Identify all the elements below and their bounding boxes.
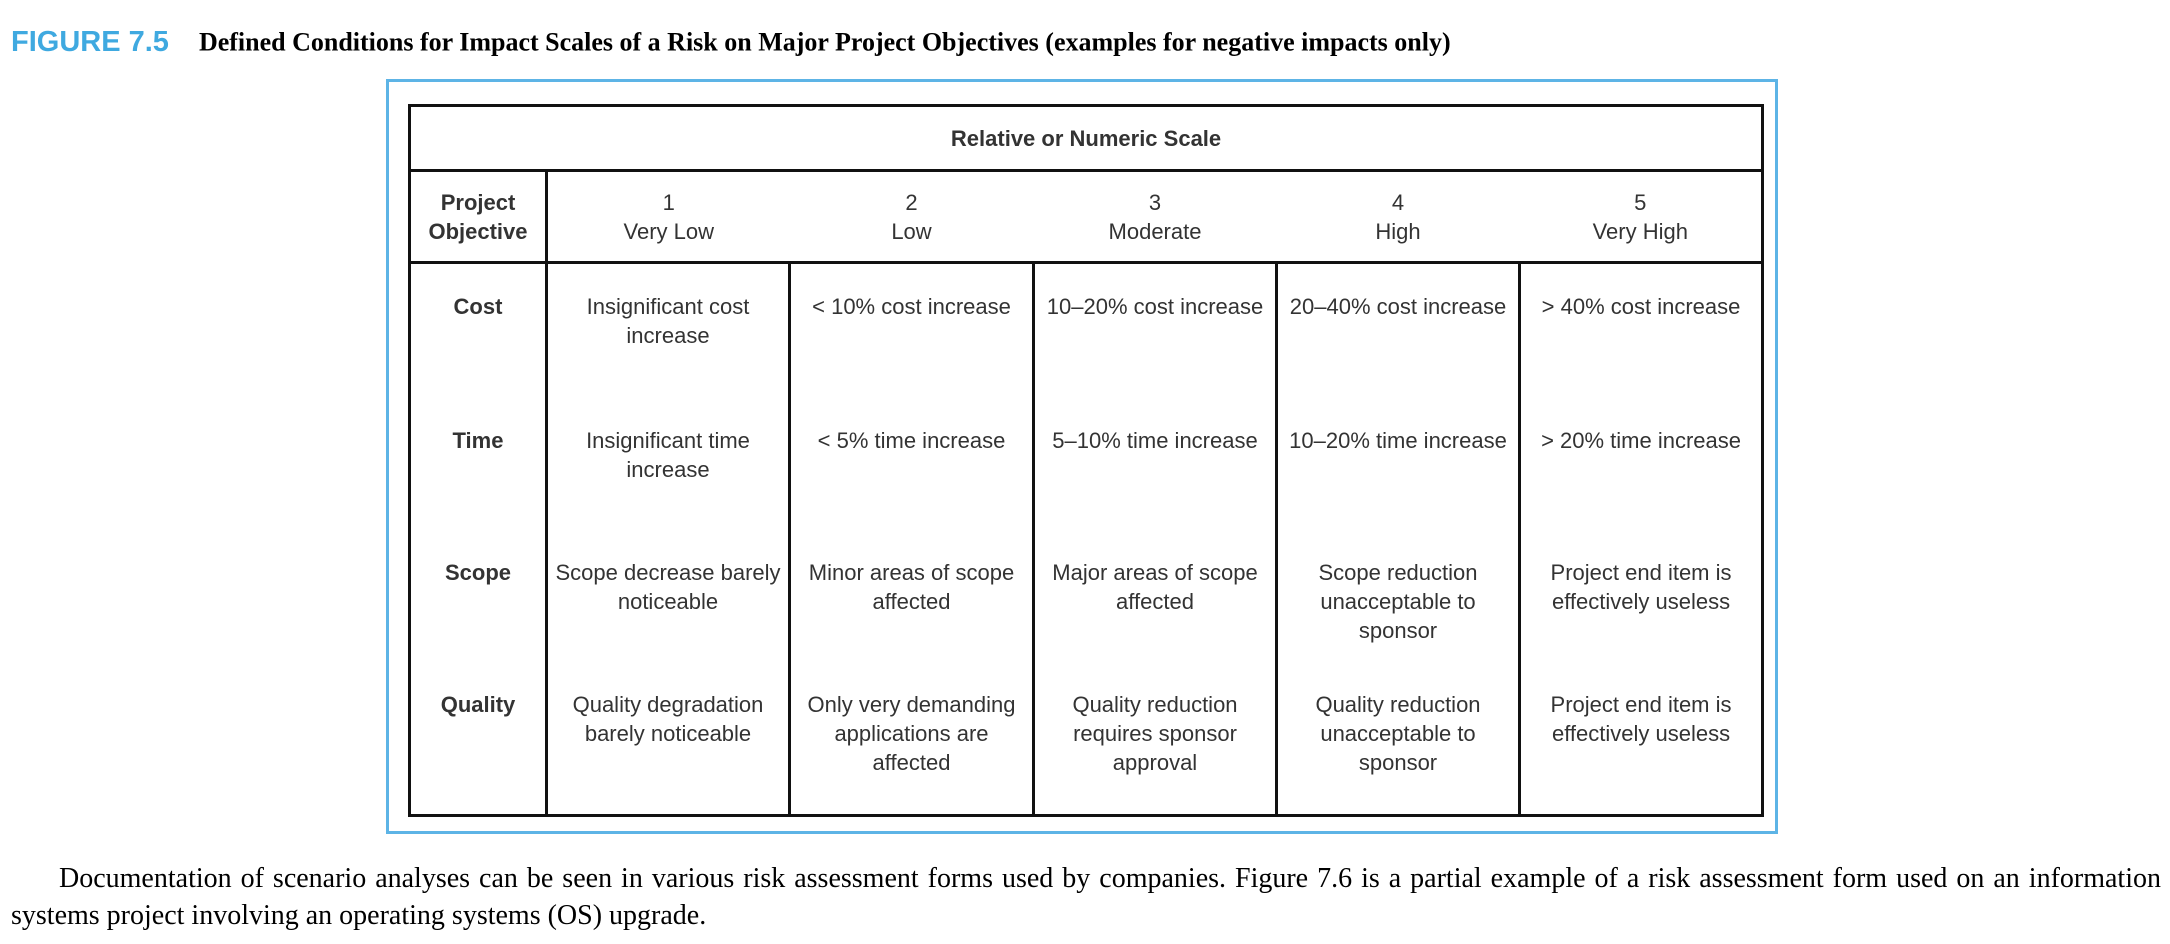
- table-row: Quality Quality degradation barely notice…: [408, 661, 1765, 817]
- scale-header: 5 Very High: [1519, 169, 1765, 264]
- super-header: Relative or Numeric Scale: [407, 104, 1765, 172]
- impact-cell: < 10% cost increase: [788, 262, 1035, 398]
- impact-cell: Quality degradation barely noticeable: [545, 661, 791, 817]
- impact-cell: Major areas of scope affected: [1032, 529, 1278, 662]
- scale-label: Very High: [1592, 218, 1688, 244]
- impact-cell: Scope reduction unacceptable to sponsor: [1275, 529, 1521, 662]
- impact-cell: Minor areas of scope affected: [788, 529, 1035, 662]
- impact-cell: > 40% cost increase: [1517, 262, 1765, 398]
- impact-cell: < 5% time increase: [788, 397, 1035, 530]
- scale-number: 2: [905, 189, 918, 215]
- scale-header: 1 Very Low: [546, 169, 790, 264]
- scale-label: Low: [891, 218, 932, 244]
- figure-label: FIGURE 7.5: [11, 26, 169, 58]
- header-row: Project Objective 1 Very Low 2 Low 3 Moderate…: [408, 169, 1765, 264]
- scale-number: 3: [1148, 189, 1162, 215]
- impact-cell: Insignificant time increase: [545, 397, 791, 530]
- scale-header: 4 High: [1276, 169, 1520, 264]
- figure-title: Defined Conditions for Impact Scales of …: [198, 27, 1451, 57]
- table-row: Cost Insignificant cost increase < 10% cos…: [408, 262, 1765, 398]
- scale-number: 5: [1634, 189, 1647, 215]
- objective: Time: [408, 397, 548, 530]
- scale-header: 3 Moderate: [1033, 169, 1277, 264]
- impact-cell: Scope decrease barely noticeable: [545, 529, 791, 662]
- impact-cell: Project end item is effectively useless: [1517, 661, 1765, 817]
- objective: Scope: [408, 529, 548, 662]
- corner-header: Project Objective: [408, 169, 548, 264]
- scale-header: 2 Low: [789, 169, 1034, 264]
- scale-label: Very Low: [623, 218, 715, 244]
- impact-cell: Project end item is effectively useless: [1517, 529, 1765, 662]
- scale-label: Moderate: [1108, 218, 1202, 244]
- table-row: Time Insignificant time increase < 5% time…: [408, 397, 1765, 530]
- impact-cell: > 20% time increase: [1517, 397, 1765, 530]
- impact-cell: Quality reduction requires sponsor appro…: [1032, 661, 1278, 817]
- impact-cell: 10–20% cost increase: [1032, 262, 1278, 398]
- impact-cell: 5–10% time increase: [1032, 397, 1278, 530]
- impact-cell: 10–20% time increase: [1275, 397, 1521, 530]
- objective: Cost: [408, 262, 548, 398]
- impact-table: Relative or Numeric Scale Project Object…: [407, 104, 1765, 817]
- figure-frame: [386, 79, 1778, 834]
- impact-cell: Quality reduction unacceptable to sponso…: [1275, 661, 1521, 817]
- objective: Quality: [408, 661, 548, 817]
- impact-cell: Insignificant cost increase: [545, 262, 791, 398]
- impact-cell: Only very demanding applications are aff…: [788, 661, 1035, 817]
- scale-number: 4: [1391, 189, 1405, 215]
- figure-heading: FIGURE 7.5 Defined Conditions for Impact …: [11, 26, 1451, 59]
- impact-cell: 20–40% cost increase: [1275, 262, 1521, 398]
- scale-label: High: [1375, 218, 1421, 244]
- scale-number: 1: [662, 189, 675, 215]
- body-paragraph: Documentation of scenario analyses can b…: [11, 863, 2161, 931]
- table-row: Scope Scope decrease barely noticeable Min…: [408, 529, 1765, 662]
